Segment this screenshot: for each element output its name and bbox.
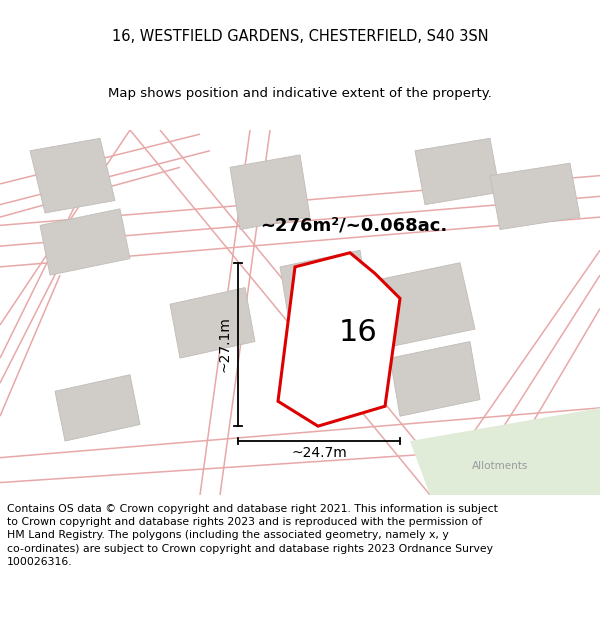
Polygon shape bbox=[55, 375, 140, 441]
Polygon shape bbox=[410, 408, 600, 495]
Polygon shape bbox=[390, 341, 480, 416]
Polygon shape bbox=[40, 209, 130, 275]
Text: Contains OS data © Crown copyright and database right 2021. This information is : Contains OS data © Crown copyright and d… bbox=[7, 504, 498, 567]
Polygon shape bbox=[230, 155, 310, 229]
Text: Map shows position and indicative extent of the property.: Map shows position and indicative extent… bbox=[108, 87, 492, 100]
Text: ~27.1m: ~27.1m bbox=[217, 316, 231, 372]
Text: ~276m²/~0.068ac.: ~276m²/~0.068ac. bbox=[260, 216, 447, 234]
Text: 16: 16 bbox=[338, 318, 377, 347]
Polygon shape bbox=[415, 138, 500, 204]
Polygon shape bbox=[30, 138, 115, 213]
Polygon shape bbox=[380, 262, 475, 346]
Polygon shape bbox=[170, 288, 255, 358]
Polygon shape bbox=[490, 163, 580, 229]
Polygon shape bbox=[278, 253, 400, 426]
Text: 16, WESTFIELD GARDENS, CHESTERFIELD, S40 3SN: 16, WESTFIELD GARDENS, CHESTERFIELD, S40… bbox=[112, 29, 488, 44]
Polygon shape bbox=[280, 250, 375, 358]
Text: Allotments: Allotments bbox=[472, 461, 528, 471]
Text: ~24.7m: ~24.7m bbox=[291, 446, 347, 460]
